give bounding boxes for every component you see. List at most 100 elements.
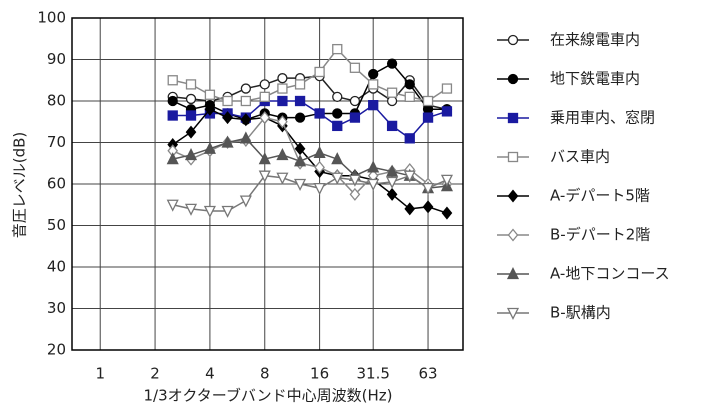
x-tick-label: 4 (205, 365, 215, 383)
marker (506, 307, 520, 320)
marker (167, 95, 178, 107)
marker (277, 83, 288, 94)
legend-item: 地下鉄電車内 (497, 70, 640, 88)
x-tick-label: 31.5 (356, 365, 389, 383)
marker (314, 66, 325, 78)
legend-label: A-デパート5階 (550, 187, 650, 205)
legend-label: 乗用車内、窓閉 (550, 109, 655, 127)
marker (441, 83, 453, 94)
marker (277, 115, 288, 129)
marker (185, 93, 197, 105)
marker (203, 205, 216, 218)
marker (441, 206, 453, 220)
marker (349, 62, 361, 73)
marker (332, 120, 343, 132)
series-line (172, 108, 448, 214)
x-tick-label: 1 (95, 365, 105, 383)
marker (259, 91, 270, 102)
marker (440, 174, 453, 187)
legend-label: 在来線電車内 (550, 31, 640, 49)
x-tick-label: 16 (310, 365, 329, 383)
marker (404, 133, 415, 144)
marker (507, 228, 519, 242)
marker (404, 79, 415, 90)
legend-label: A-地下コンコース (550, 265, 670, 283)
y-tick-label: 60 (47, 175, 66, 193)
marker (368, 100, 379, 111)
marker (506, 267, 520, 280)
x-tick-label: 8 (260, 365, 270, 383)
marker (276, 172, 289, 185)
marker (422, 95, 434, 107)
series-line (172, 137, 448, 189)
legend-item: 乗用車内、窓閉 (497, 109, 655, 127)
y-tick-label: 70 (47, 133, 66, 151)
marker (294, 112, 306, 123)
marker (386, 58, 398, 69)
marker (221, 135, 234, 148)
marker (507, 112, 519, 124)
marker (313, 145, 326, 159)
marker (403, 170, 416, 183)
marker (167, 75, 178, 86)
marker (277, 95, 288, 107)
marker (421, 182, 435, 196)
marker (294, 178, 307, 191)
marker (294, 95, 306, 107)
marker (222, 95, 233, 107)
marker (422, 112, 434, 123)
marker (166, 199, 179, 212)
marker (203, 141, 216, 154)
series-line (172, 75, 448, 111)
legend-label: バス車内 (550, 148, 610, 166)
marker (313, 182, 326, 196)
marker (507, 151, 519, 163)
marker (276, 147, 289, 161)
marker (222, 111, 233, 125)
marker (239, 195, 252, 208)
marker (184, 147, 198, 161)
x-axis-label: 1/3オクターブバンド中心周波数(Hz) (144, 387, 393, 405)
marker (166, 152, 179, 165)
marker (240, 95, 252, 107)
marker (386, 87, 398, 98)
marker (259, 79, 270, 90)
marker (259, 111, 271, 125)
marker (184, 203, 198, 216)
legend-item: A-地下コンコース (497, 265, 670, 283)
marker (367, 178, 380, 191)
legend-item: B-駅構内 (497, 304, 611, 322)
marker (239, 131, 252, 144)
legend-label: 地下鉄電車内 (550, 70, 640, 88)
marker (332, 91, 343, 102)
marker (258, 152, 271, 165)
legend-label: B-駅構内 (550, 304, 611, 322)
y-tick-label: 20 (47, 341, 66, 359)
marker (240, 83, 252, 94)
legend-item: A-デパート5階 (497, 187, 650, 205)
plot-frame (71, 17, 464, 351)
series-line (172, 47, 448, 102)
marker (314, 108, 325, 119)
marker (422, 200, 434, 214)
marker (349, 112, 361, 123)
y-tick-label: 30 (47, 299, 66, 317)
marker (386, 120, 398, 132)
marker (331, 152, 344, 165)
y-tick-label: 40 (47, 258, 66, 276)
marker (441, 106, 453, 117)
legend-item: B-デパート2階 (497, 226, 650, 244)
marker (349, 187, 361, 201)
marker (386, 95, 398, 107)
legend-item: バス車内 (497, 148, 610, 166)
legend-item: 在来線電車内 (497, 31, 640, 49)
marker (332, 43, 343, 55)
marker (404, 91, 415, 102)
series-line (172, 174, 448, 212)
marker (294, 154, 307, 167)
marker (185, 79, 197, 90)
marker (507, 73, 519, 85)
marker (368, 68, 379, 80)
marker (294, 79, 306, 90)
